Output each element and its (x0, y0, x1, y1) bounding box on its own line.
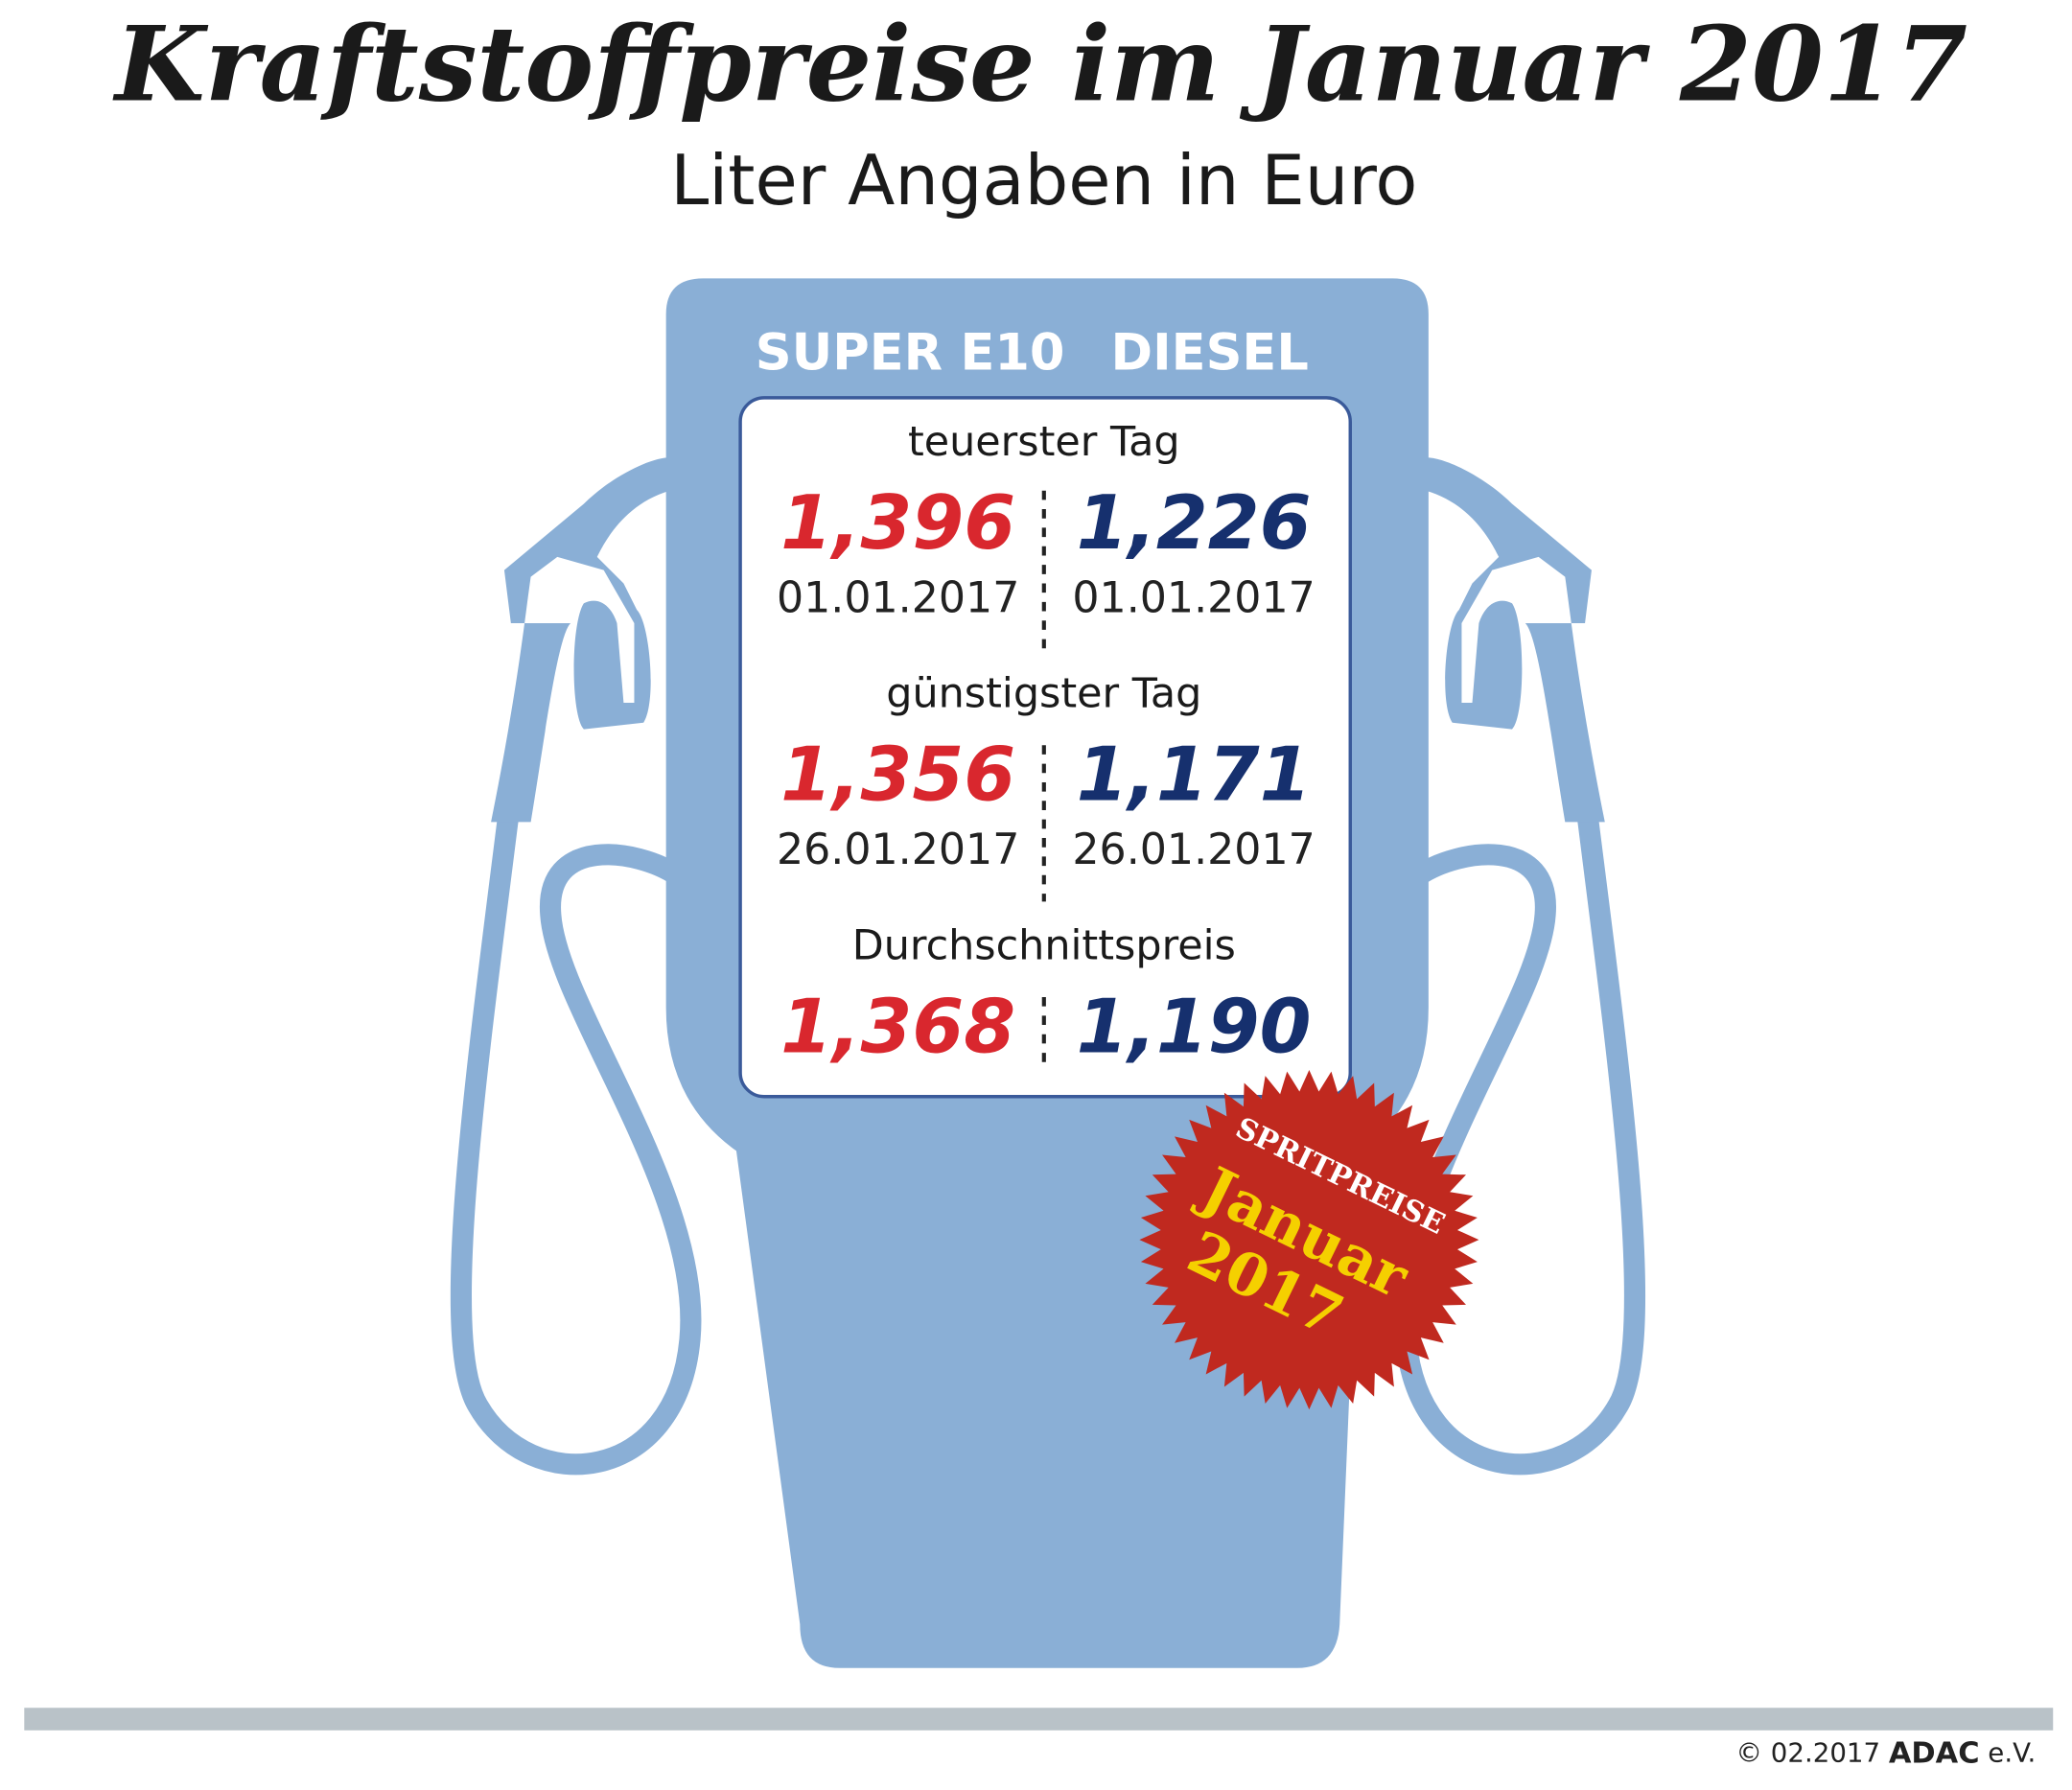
price: 1,190 (1077, 984, 1312, 1070)
subtitle: Liter Angaben in Euro (670, 140, 1417, 221)
section-label: günstigster Tag (886, 670, 1201, 718)
title: Kraftstoffpreise im Januar 2017 (112, 4, 1967, 125)
footer-bar (24, 1708, 2054, 1731)
brand: ADAC (1889, 1736, 1980, 1770)
date: 26.01.2017 (1072, 825, 1315, 874)
price: 1,396 (780, 480, 1015, 567)
date: 01.01.2017 (777, 573, 1019, 622)
column-header: DIESEL (1111, 323, 1309, 382)
date: 26.01.2017 (777, 825, 1019, 874)
section-label: Durchschnittspreis (852, 921, 1236, 969)
date: 01.01.2017 (1072, 573, 1315, 622)
copyright: © 02.2017 (1735, 1737, 1880, 1769)
column-header: SUPER E10 (756, 323, 1065, 382)
badge (1139, 1070, 1479, 1410)
nozzles (491, 457, 1605, 823)
brand-suffix: e.V. (1988, 1737, 2036, 1769)
price: 1,171 (1077, 732, 1312, 819)
footer: © 02.2017 ADAC e.V. (1735, 1736, 2036, 1770)
price: 1,356 (780, 732, 1015, 819)
price: 1,368 (780, 984, 1015, 1070)
price: 1,226 (1077, 480, 1312, 567)
section-label: teuerster Tag (908, 418, 1180, 466)
hoses (450, 794, 1646, 1476)
badge-text: SPRITPREISE Januar 2017 (1177, 1110, 1451, 1350)
